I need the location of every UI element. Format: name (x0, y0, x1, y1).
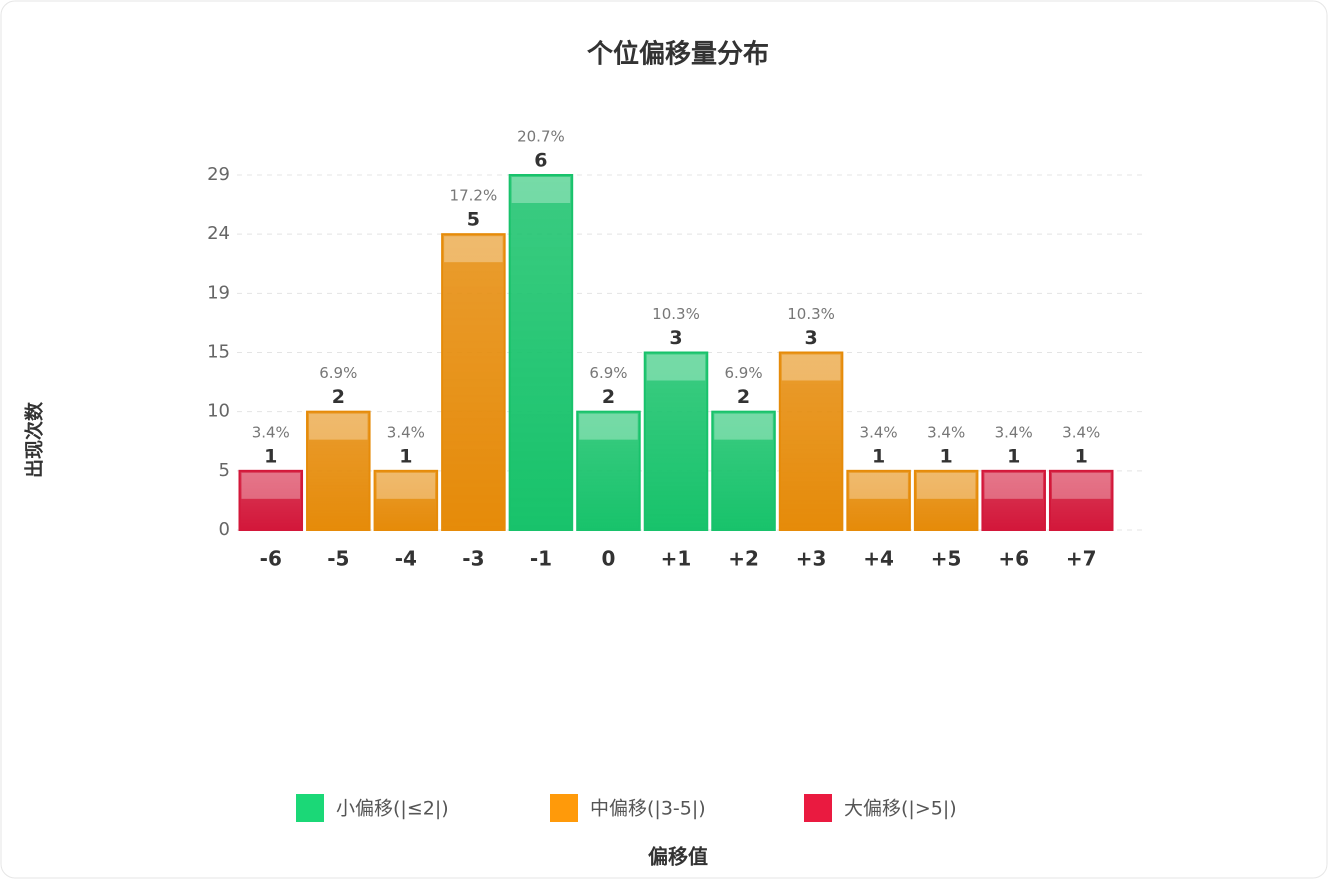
legend-swatch (296, 794, 324, 822)
bar (711, 410, 776, 531)
legend-label: 大偏移(|>5|) (844, 798, 957, 820)
x-tick-label: -6 (260, 547, 282, 571)
bar-highlight (511, 177, 571, 203)
percent-label: 10.3% (652, 305, 700, 323)
percent-label: 6.9% (724, 364, 762, 382)
value-label: 1 (264, 445, 277, 467)
x-tick-label: +6 (998, 547, 1029, 571)
bar (1048, 469, 1114, 532)
y-tick-label: 29 (207, 164, 230, 185)
value-label: 6 (534, 150, 547, 172)
y-tick-label: 5 (219, 460, 230, 481)
bar-highlight (241, 472, 301, 499)
bar-highlight (376, 472, 436, 499)
percent-label: 10.3% (787, 305, 835, 323)
y-tick-label: 0 (219, 519, 230, 540)
value-label: 2 (332, 386, 345, 408)
bar-highlight (1051, 472, 1111, 499)
x-tick-label: +1 (661, 547, 692, 571)
bar-highlight (444, 236, 503, 263)
bar (643, 351, 709, 531)
x-tick-label: +2 (728, 547, 759, 571)
value-label: 2 (602, 386, 615, 408)
x-tick-label: 0 (602, 547, 616, 571)
x-tick-label: -4 (395, 547, 417, 571)
value-label: 1 (1075, 445, 1088, 467)
legend-swatch (804, 794, 832, 822)
x-tick-label: +7 (1066, 547, 1097, 571)
percent-label: 17.2% (450, 187, 498, 205)
y-tick-label: 15 (207, 342, 230, 363)
value-label: 1 (872, 445, 885, 467)
bar-highlight (984, 472, 1043, 499)
value-label: 3 (669, 327, 682, 349)
percent-label: 3.4% (927, 423, 965, 441)
bar (981, 469, 1046, 532)
bar (913, 469, 979, 532)
chart-title: 个位偏移量分布 (587, 39, 769, 70)
y-tick-label: 24 (207, 223, 230, 244)
percent-label: 20.7% (517, 128, 565, 146)
legend-label: 小偏移(|≤2|) (336, 798, 449, 820)
bar (508, 174, 574, 531)
y-tick-label: 19 (207, 282, 230, 303)
bar (238, 469, 304, 532)
x-tick-label: -5 (327, 547, 349, 571)
x-tick-label: +4 (863, 547, 894, 571)
legend-label: 中偏移(|3-5|) (590, 798, 706, 820)
value-label: 5 (467, 209, 480, 231)
y-axis-title: 出现次数 (23, 401, 46, 478)
percent-label: 3.4% (252, 423, 290, 441)
x-tick-label: +5 (931, 547, 962, 571)
value-label: 3 (804, 327, 817, 349)
x-tick-label: -3 (462, 547, 484, 571)
percent-label: 6.9% (319, 364, 357, 382)
bar (778, 351, 844, 531)
percent-label: 3.4% (995, 423, 1033, 441)
bar-highlight (309, 413, 368, 440)
percent-label: 3.4% (387, 423, 425, 441)
bar (576, 410, 641, 531)
legend-swatch (550, 794, 578, 822)
bar-highlight (714, 413, 773, 440)
bar (373, 469, 439, 532)
bar-highlight (646, 354, 706, 381)
bar-highlight (916, 472, 976, 499)
value-label: 1 (399, 445, 412, 467)
value-label: 1 (1007, 445, 1020, 467)
x-tick-label: +3 (796, 547, 827, 571)
percent-label: 3.4% (1062, 423, 1100, 441)
bar (441, 233, 506, 532)
x-tick-label: -1 (530, 547, 552, 571)
value-label: 2 (737, 386, 750, 408)
bar-highlight (579, 413, 638, 440)
percent-label: 6.9% (589, 364, 627, 382)
bar (846, 469, 911, 532)
value-label: 1 (940, 445, 953, 467)
x-axis-title: 偏移值 (648, 845, 708, 869)
percent-label: 3.4% (860, 423, 898, 441)
bar-highlight (849, 472, 908, 499)
bar-highlight (781, 354, 841, 381)
bar (306, 410, 371, 531)
y-tick-label: 10 (207, 401, 230, 422)
